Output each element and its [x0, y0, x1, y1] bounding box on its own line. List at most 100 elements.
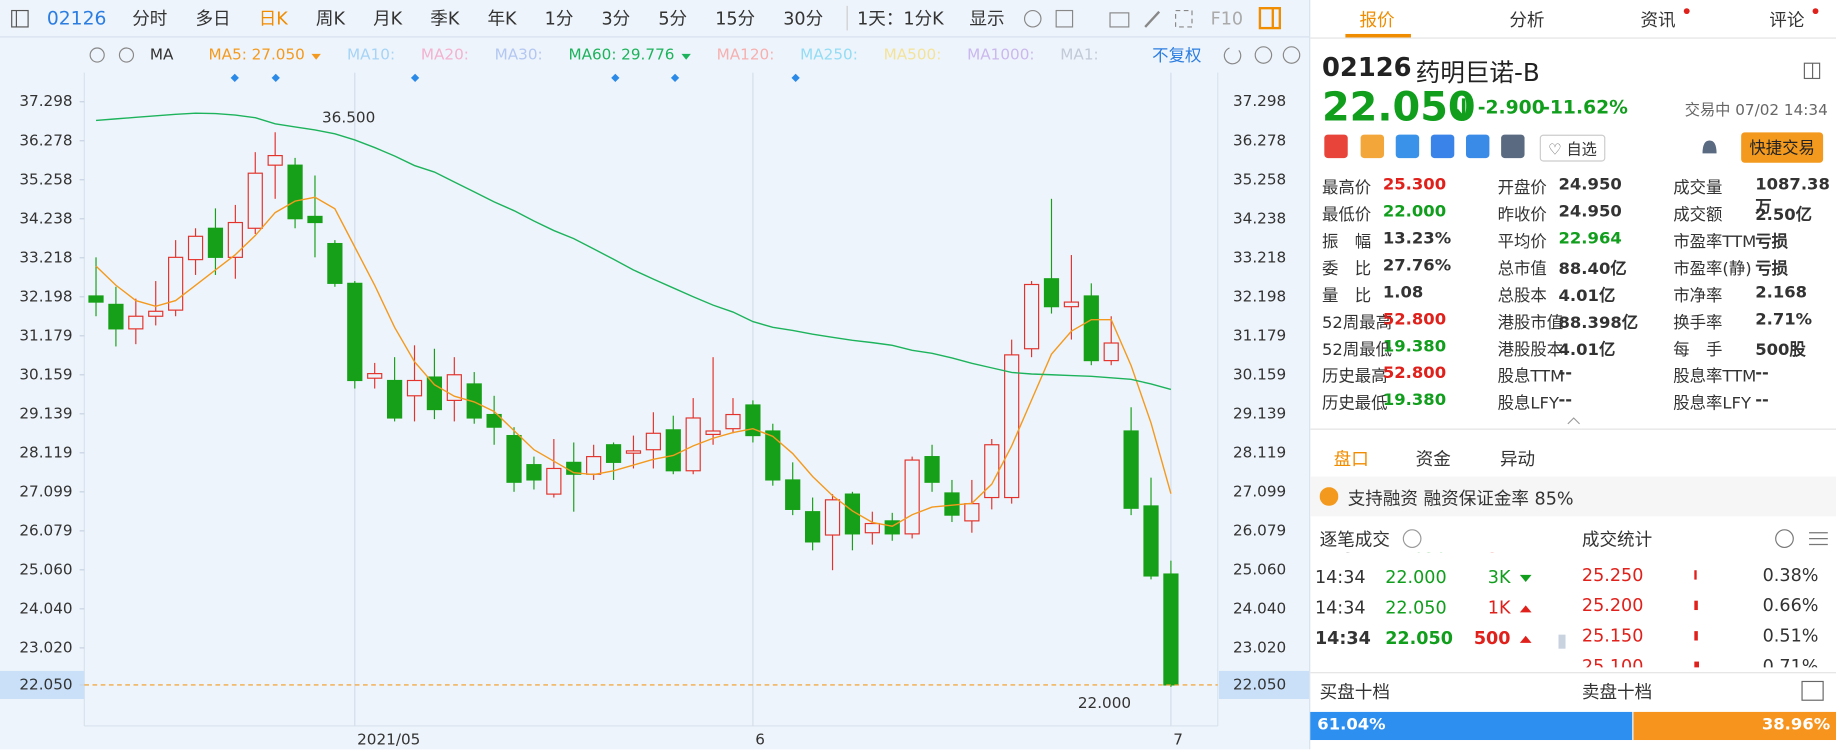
price-tag-bg: [1218, 670, 1310, 700]
quote-tab[interactable]: 资讯: [1640, 9, 1676, 31]
period-tab[interactable]: 3分: [601, 8, 631, 30]
ma-settings[interactable]: [89, 47, 105, 63]
event-marker[interactable]: [230, 73, 239, 83]
quote-tab[interactable]: 分析: [1509, 9, 1545, 31]
tick-volume: 1K: [1487, 597, 1511, 619]
y-tick-label: 24.040: [19, 599, 72, 617]
period-tab[interactable]: 日K: [258, 8, 288, 30]
period-tab[interactable]: 1分: [544, 8, 574, 30]
ma-item[interactable]: MA10:: [347, 46, 395, 64]
period-tab[interactable]: 30分: [783, 8, 824, 30]
ma-item[interactable]: MA5: 27.050: [209, 46, 322, 64]
y-tick-label-right: 35.258: [1233, 170, 1286, 188]
candle-body: [148, 310, 164, 317]
collapse-icon[interactable]: [1566, 415, 1582, 427]
camera-icon[interactable]: [1109, 11, 1130, 27]
period-tab[interactable]: 季K: [430, 8, 460, 30]
event-marker[interactable]: [271, 73, 280, 83]
depth-icon[interactable]: [1800, 679, 1826, 702]
interval-select[interactable]: 1天：1分K: [846, 5, 944, 31]
event-marker[interactable]: [791, 73, 800, 83]
help-icon[interactable]: [1402, 528, 1423, 549]
candle-body: [1143, 505, 1159, 577]
more-icon[interactable]: [1775, 529, 1794, 548]
stat-label: 量 比: [1321, 286, 1372, 306]
dist-price: 25.150: [1581, 625, 1644, 647]
candle-body: [207, 227, 224, 258]
sub-tab[interactable]: 异动: [1499, 448, 1536, 470]
sidebar-icon[interactable]: [9, 8, 30, 29]
candle-body: [466, 383, 482, 419]
quote-tab[interactable]: 评论: [1769, 9, 1805, 31]
draw-icon[interactable]: [1144, 10, 1160, 28]
ma-label[interactable]: MA: [149, 46, 174, 64]
icon-flash[interactable]: [1360, 134, 1385, 159]
sub-tab[interactable]: 盘口: [1333, 448, 1369, 470]
period-tab[interactable]: 15分: [715, 8, 756, 30]
quote-tab[interactable]: 报价: [1359, 9, 1395, 31]
ma-item[interactable]: MA250:: [800, 46, 858, 64]
event-marker[interactable]: [611, 73, 620, 83]
ma-item[interactable]: MA120:: [717, 46, 775, 64]
ma-bar: MA MA5: 27.050 MA10: MA20: MA30: MA60: 29.776 M…: [0, 42, 1309, 68]
restore-select[interactable]: 不复权: [1152, 46, 1202, 66]
ma-item[interactable]: MA60: 29.776: [568, 46, 691, 64]
period-tab[interactable]: 分时: [132, 8, 168, 30]
reset-icon[interactable]: [1223, 47, 1242, 65]
stat-value: 25.300: [1382, 175, 1447, 195]
bid-pct: 61.04%: [1317, 715, 1386, 735]
layout-icon[interactable]: [1802, 61, 1823, 82]
period-tab[interactable]: 年K: [487, 8, 517, 30]
ma-item[interactable]: MA1:: [1060, 46, 1098, 64]
stat-label: 港股股本: [1497, 340, 1564, 360]
y-tick-label-right: 22.050: [1233, 675, 1286, 693]
display-select[interactable]: 显示: [969, 8, 1005, 30]
icon-hk[interactable]: [1324, 134, 1348, 159]
ma-item[interactable]: MA500:: [884, 46, 942, 64]
fullscreen-icon[interactable]: [1174, 9, 1193, 27]
ma-close[interactable]: [118, 47, 135, 63]
event-marker[interactable]: [670, 73, 680, 83]
list-icon[interactable]: [1809, 532, 1828, 546]
ma-item[interactable]: MA20:: [421, 46, 469, 64]
watch-button[interactable]: ♡ 自选: [1539, 134, 1606, 162]
ma-icons: [89, 47, 135, 63]
dist-price: 25.100: [1581, 655, 1644, 668]
period-tab[interactable]: 多日: [195, 8, 231, 30]
zoom-in[interactable]: [1282, 46, 1301, 64]
dist-title: 成交统计: [1581, 529, 1653, 551]
tick-price: 22.050: [1385, 597, 1447, 619]
candle-body: [526, 464, 542, 481]
quick-trade-button[interactable]: 快捷交易: [1741, 132, 1824, 163]
candle-body: [128, 315, 144, 330]
stat-label: 历史最高: [1321, 367, 1388, 387]
period-tab[interactable]: 5分: [658, 8, 688, 30]
settings-icon[interactable]: [1023, 9, 1042, 27]
alert-icon[interactable]: [1697, 136, 1723, 159]
dist-bar: [1694, 600, 1699, 611]
candle-body: [665, 429, 681, 472]
x-tick-label: 7: [1173, 731, 1183, 749]
zoom-out[interactable]: [1254, 46, 1273, 64]
ask-bar: [1633, 711, 1836, 741]
ma-item[interactable]: MA30:: [495, 46, 543, 64]
candle-body: [864, 522, 880, 534]
icon-tag[interactable]: [1465, 134, 1490, 159]
candle-body: [327, 242, 343, 284]
icon-connect[interactable]: [1395, 134, 1420, 159]
period-tab[interactable]: 周K: [315, 8, 345, 30]
panel-toggle[interactable]: [1257, 5, 1283, 31]
icon-note[interactable]: [1501, 134, 1525, 159]
f10-button[interactable]: F10: [1210, 7, 1244, 29]
y-tick-label: 30.159: [19, 365, 72, 383]
period-tab[interactable]: 月K: [373, 8, 403, 30]
ma-item[interactable]: MA1000:: [967, 46, 1034, 64]
icon-dollar[interactable]: [1430, 134, 1455, 159]
sub-tab[interactable]: 资金: [1415, 448, 1451, 470]
stat-label: 52周最高: [1321, 313, 1393, 333]
y-tick-label: 29.139: [19, 404, 72, 422]
candle-body: [1004, 354, 1020, 499]
box-icon[interactable]: [1055, 9, 1074, 27]
y-tick-label-right: 30.159: [1233, 365, 1286, 383]
ma-name: MA500:: [883, 46, 942, 64]
